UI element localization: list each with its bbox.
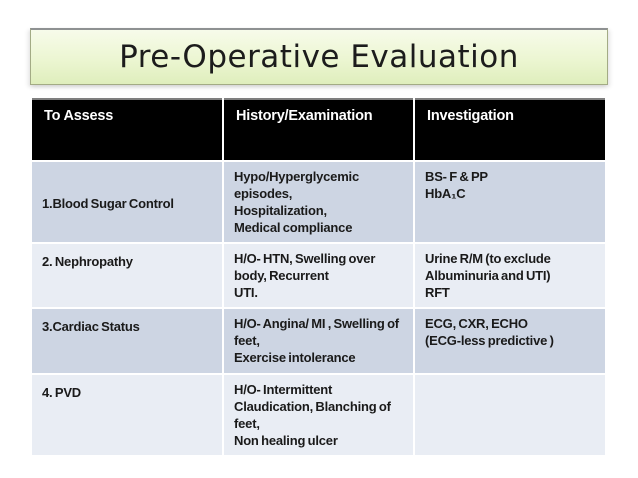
column-header-to-assess: To Assess (32, 98, 224, 162)
slide-title: Pre-Operative Evaluation (119, 39, 519, 75)
pre-operative-evaluation-table: To Assess History/Examination Investigat… (32, 98, 605, 457)
cell-assess: 1.Blood Sugar Control (32, 160, 224, 244)
cell-investigation: Urine R/M (to exclude Albuminuria and UT… (413, 242, 605, 309)
cell-investigation (413, 373, 605, 457)
table-row-cardiac-status: 3.Cardiac Status H/O- Angina/ MI , Swell… (32, 307, 605, 375)
cell-investigation: BS- F & PP HbA₁C (413, 160, 605, 244)
cell-assess: 4. PVD (32, 373, 224, 457)
table-row-pvd: 4. PVD H/O- Intermittent Claudication, B… (32, 373, 605, 457)
cell-investigation: ECG, CXR, ECHO (ECG-less predictive ) (413, 307, 605, 375)
slide-title-box: Pre-Operative Evaluation (30, 28, 608, 85)
cell-history-examination: H/O- HTN, Swelling over body, Recurrent … (222, 242, 415, 309)
table-row-blood-sugar-control: 1.Blood Sugar Control Hypo/Hyperglycemic… (32, 160, 605, 244)
cell-history-examination: Hypo/Hyperglycemic episodes, Hospitaliza… (222, 160, 415, 244)
cell-history-examination: H/O- Angina/ MI , Swelling of feet, Exer… (222, 307, 415, 375)
cell-history-examination: H/O- Intermittent Claudication, Blanchin… (222, 373, 415, 457)
cell-assess: 2. Nephropathy (32, 242, 224, 309)
cell-assess: 3.Cardiac Status (32, 307, 224, 375)
column-header-investigation: Investigation (413, 98, 605, 162)
table-header-row: To Assess History/Examination Investigat… (32, 98, 605, 162)
table-row-nephropathy: 2. Nephropathy H/O- HTN, Swelling over b… (32, 242, 605, 309)
column-header-history-examination: History/Examination (222, 98, 415, 162)
